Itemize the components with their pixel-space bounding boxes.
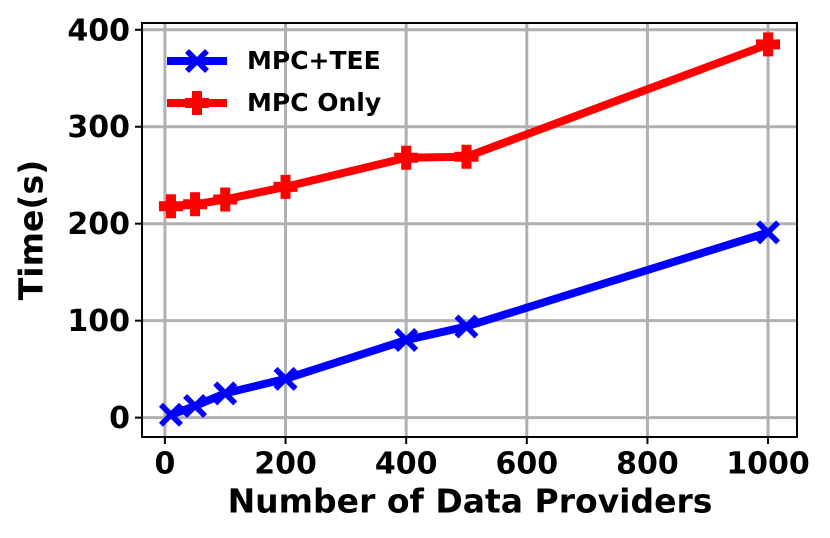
y-tick-label: 0 xyxy=(109,401,130,436)
x-tick-label: 400 xyxy=(375,447,438,482)
data-point xyxy=(213,381,238,406)
legend-label: MPC Only xyxy=(247,88,381,117)
x-tick-label: 800 xyxy=(616,447,679,482)
data-point xyxy=(183,393,208,418)
data-point xyxy=(756,220,781,245)
x-axis-label: Number of Data Providers xyxy=(228,482,713,521)
x-tick-label: 200 xyxy=(254,447,317,482)
data-point xyxy=(273,174,298,199)
x-tick-label: 1000 xyxy=(726,447,810,482)
data-point xyxy=(158,402,183,427)
data-point xyxy=(756,32,781,57)
data-point xyxy=(454,314,479,339)
legend-marker xyxy=(185,91,209,115)
data-point xyxy=(454,144,479,169)
y-tick-label: 100 xyxy=(67,304,130,339)
legend-marker xyxy=(185,49,209,73)
data-point xyxy=(394,145,419,170)
data-point xyxy=(183,192,208,217)
data-point xyxy=(394,328,419,353)
y-tick-label: 200 xyxy=(67,207,130,242)
y-tick-label: 400 xyxy=(67,13,130,48)
y-axis-label: Time(s) xyxy=(12,160,51,300)
legend-label: MPC+TEE xyxy=(247,46,381,75)
data-point xyxy=(273,366,298,391)
data-point xyxy=(158,194,183,219)
x-tick-label: 0 xyxy=(154,447,175,482)
plot-frame xyxy=(141,22,798,438)
data-point xyxy=(213,187,238,212)
x-tick-label: 600 xyxy=(495,447,558,482)
y-tick-label: 300 xyxy=(67,110,130,145)
